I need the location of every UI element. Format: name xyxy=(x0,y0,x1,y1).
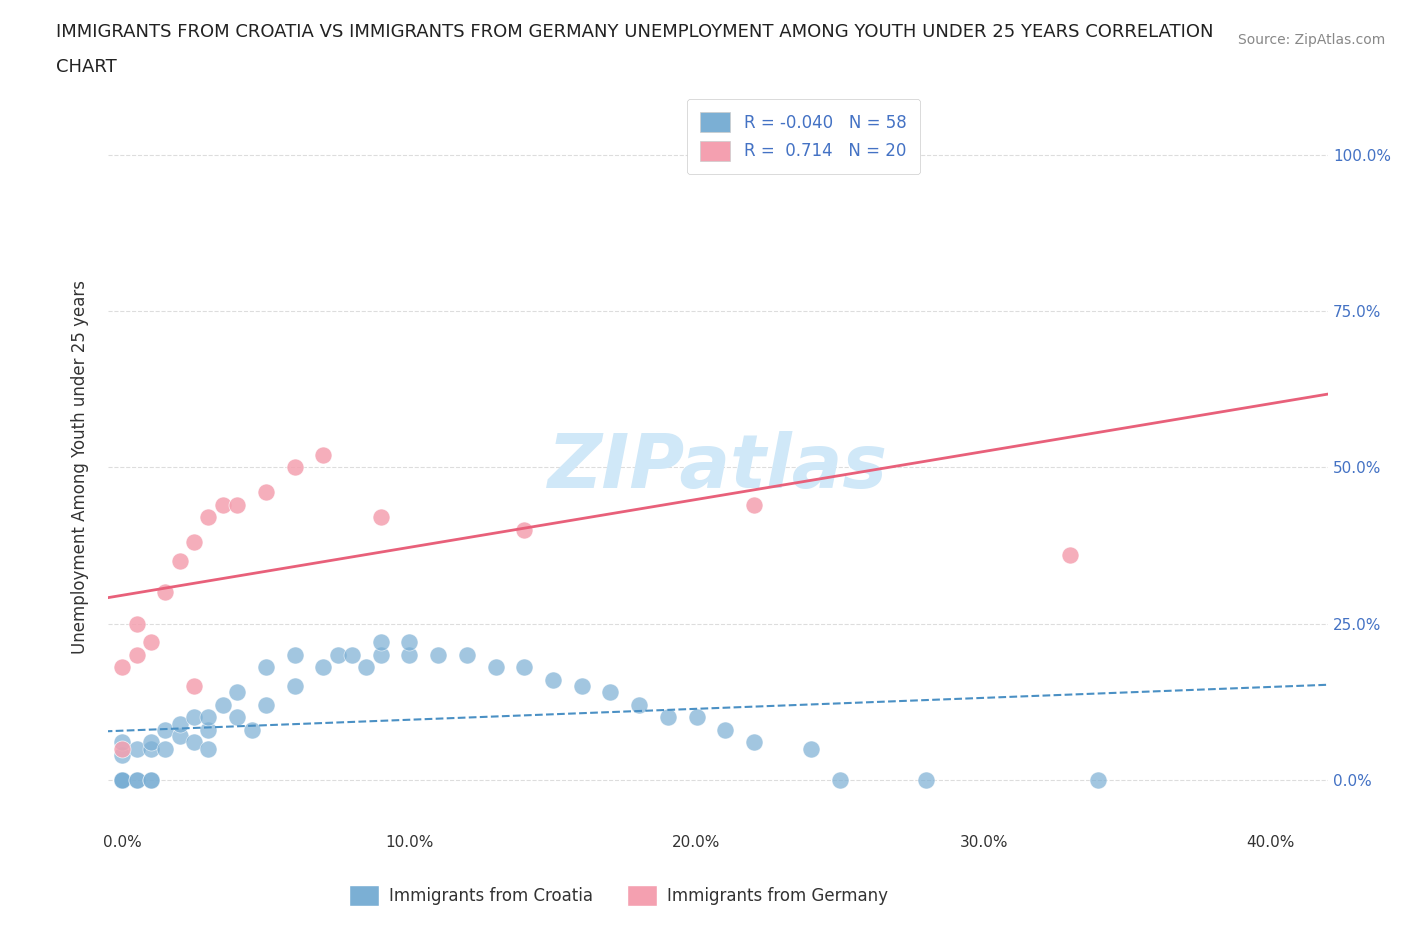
Point xyxy=(513,660,536,675)
Point xyxy=(125,773,148,788)
Point xyxy=(183,679,205,694)
Point xyxy=(111,748,134,763)
Point xyxy=(111,741,134,756)
Point xyxy=(240,723,263,737)
Point xyxy=(211,498,233,512)
Point xyxy=(1087,773,1109,788)
Point xyxy=(356,660,378,675)
Point xyxy=(155,585,177,600)
Point xyxy=(155,741,177,756)
Point xyxy=(111,773,134,788)
Point xyxy=(628,698,651,712)
Point xyxy=(111,773,134,788)
Point xyxy=(370,647,392,662)
Point xyxy=(685,710,707,724)
Point xyxy=(800,741,823,756)
Point xyxy=(139,735,162,750)
Point xyxy=(312,660,335,675)
Point xyxy=(828,773,851,788)
Point xyxy=(111,773,134,788)
Point xyxy=(111,660,134,675)
Point xyxy=(370,635,392,650)
Point xyxy=(139,773,162,788)
Point xyxy=(139,741,162,756)
Point xyxy=(427,647,450,662)
Point xyxy=(742,498,765,512)
Point xyxy=(226,685,249,700)
Point xyxy=(714,723,737,737)
Point xyxy=(197,710,219,724)
Point xyxy=(169,716,191,731)
Legend: R = -0.040   N = 58, R =  0.714   N = 20: R = -0.040 N = 58, R = 0.714 N = 20 xyxy=(688,99,920,174)
Point xyxy=(226,710,249,724)
Point xyxy=(599,685,621,700)
Point xyxy=(139,635,162,650)
Point xyxy=(284,460,307,475)
Point xyxy=(125,617,148,631)
Point xyxy=(340,647,363,662)
Point xyxy=(456,647,478,662)
Point xyxy=(742,735,765,750)
Point xyxy=(111,735,134,750)
Point xyxy=(541,672,564,687)
Point xyxy=(111,773,134,788)
Point xyxy=(657,710,679,724)
Point xyxy=(155,723,177,737)
Point xyxy=(211,698,233,712)
Point xyxy=(111,773,134,788)
Point xyxy=(254,698,277,712)
Point xyxy=(183,710,205,724)
Text: ZIPatlas: ZIPatlas xyxy=(548,431,889,504)
Point xyxy=(513,523,536,538)
Point xyxy=(254,660,277,675)
Point xyxy=(571,679,593,694)
Point xyxy=(915,773,938,788)
Point xyxy=(226,498,249,512)
Point xyxy=(125,647,148,662)
Text: Source: ZipAtlas.com: Source: ZipAtlas.com xyxy=(1237,33,1385,46)
Point xyxy=(169,729,191,744)
Point xyxy=(183,735,205,750)
Point xyxy=(197,741,219,756)
Point xyxy=(326,647,349,662)
Point xyxy=(111,773,134,788)
Point xyxy=(111,773,134,788)
Text: CHART: CHART xyxy=(56,58,117,75)
Point xyxy=(254,485,277,499)
Point xyxy=(111,773,134,788)
Point xyxy=(284,647,307,662)
Point xyxy=(370,510,392,525)
Point xyxy=(1059,548,1081,563)
Point xyxy=(398,635,420,650)
Point xyxy=(197,510,219,525)
Point xyxy=(125,741,148,756)
Point xyxy=(169,553,191,568)
Point xyxy=(125,773,148,788)
Point xyxy=(484,660,506,675)
Legend: Immigrants from Croatia, Immigrants from Germany: Immigrants from Croatia, Immigrants from… xyxy=(343,879,894,912)
Point xyxy=(139,773,162,788)
Point xyxy=(284,679,307,694)
Point xyxy=(197,723,219,737)
Point xyxy=(183,535,205,550)
Point xyxy=(398,647,420,662)
Y-axis label: Unemployment Among Youth under 25 years: Unemployment Among Youth under 25 years xyxy=(72,280,89,655)
Point xyxy=(312,447,335,462)
Text: IMMIGRANTS FROM CROATIA VS IMMIGRANTS FROM GERMANY UNEMPLOYMENT AMONG YOUTH UNDE: IMMIGRANTS FROM CROATIA VS IMMIGRANTS FR… xyxy=(56,23,1213,41)
